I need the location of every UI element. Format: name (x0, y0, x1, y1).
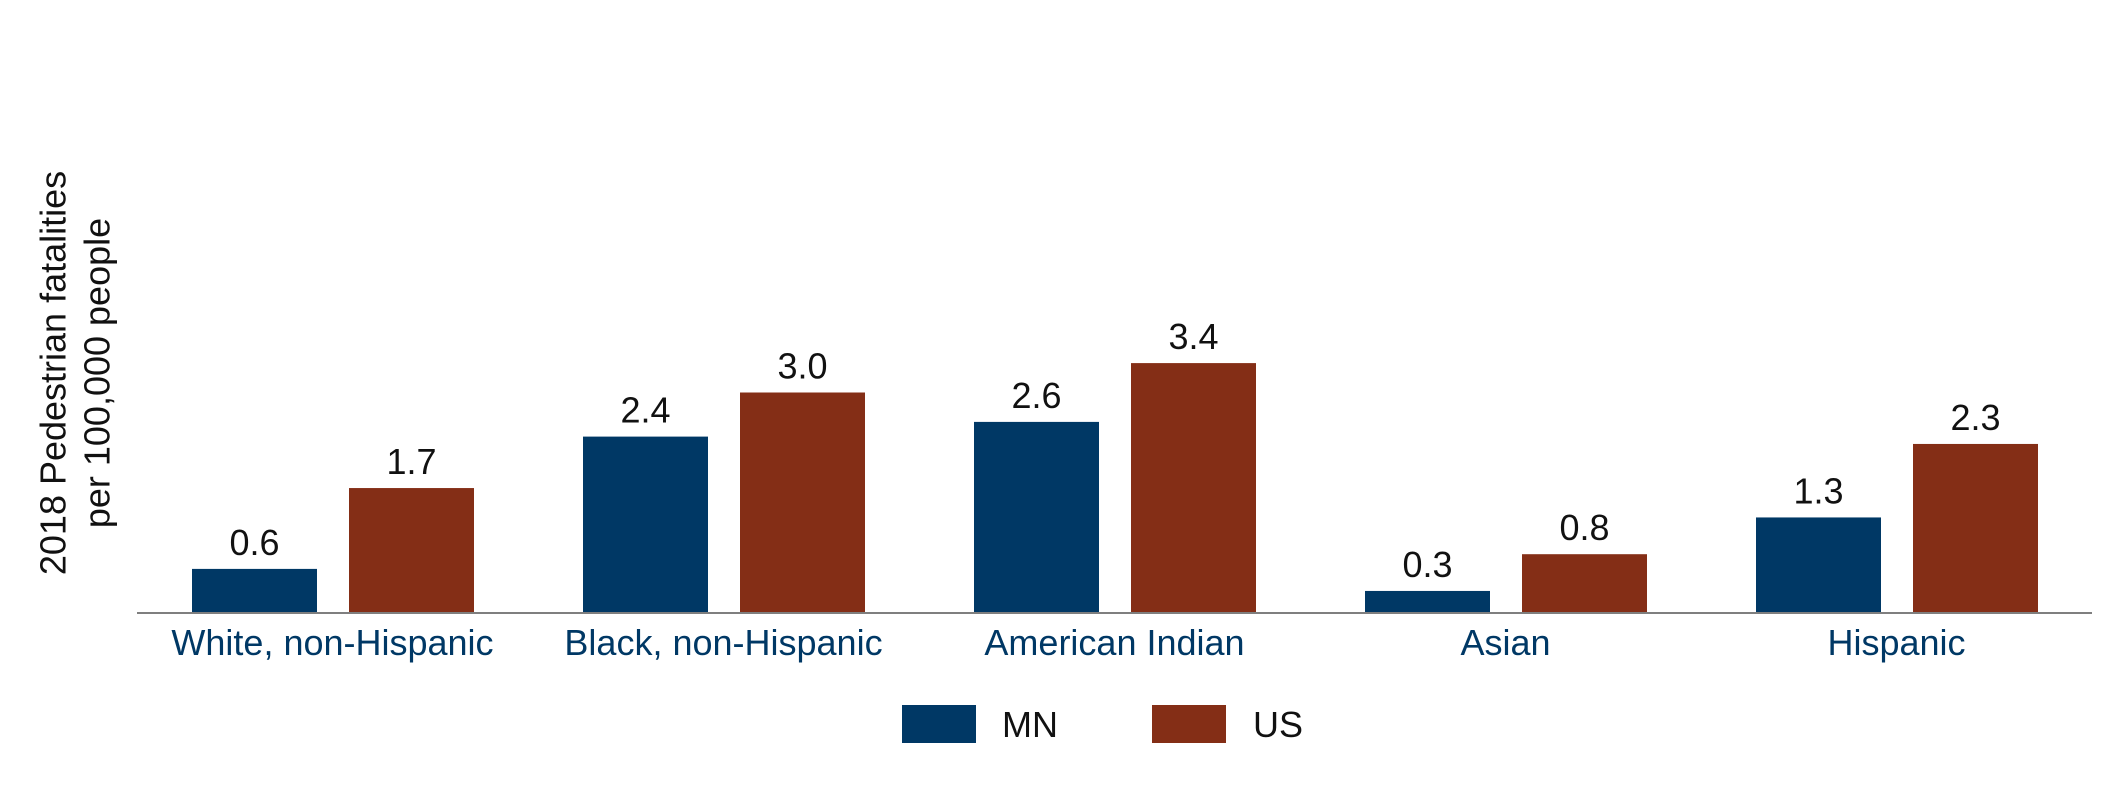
bar-mn-4 (1365, 590, 1490, 613)
bar-us-4 (1522, 554, 1647, 613)
bar-value-label-us-2: 3.0 (777, 346, 827, 387)
bar-us-1 (349, 488, 474, 613)
legend-label-us: US (1253, 704, 1303, 745)
bar-value-label-us-1: 1.7 (386, 441, 436, 482)
bar-us-3 (1131, 363, 1256, 613)
bar-value-label-mn-3: 2.6 (1011, 375, 1061, 416)
bar-value-label-us-5: 2.3 (1950, 397, 2000, 438)
bar-mn-5 (1756, 517, 1881, 613)
y-axis-title: 2018 Pedestrian fatalities per 100,000 pe… (33, 171, 118, 575)
category-label-4: Asian (1460, 622, 1550, 663)
bar-value-label-mn-1: 0.6 (229, 522, 279, 563)
bar-mn-2 (583, 436, 708, 613)
bar-value-label-mn-2: 2.4 (620, 390, 670, 431)
bars (192, 363, 2038, 613)
category-label-2: Black, non-Hispanic (564, 622, 882, 663)
bar-value-label-us-4: 0.8 (1559, 507, 1609, 548)
y-axis-title-line-1: 2018 Pedestrian fatalities (33, 171, 74, 575)
legend-swatch-mn (902, 705, 976, 743)
category-label-5: Hispanic (1827, 622, 1965, 663)
bar-value-label-mn-5: 1.3 (1793, 470, 1843, 511)
bar-mn-1 (192, 568, 317, 613)
category-label-3: American Indian (984, 622, 1244, 663)
category-labels: White, non-Hispanic Black, non-Hispanic Am… (171, 622, 1965, 663)
bar-value-label-mn-4: 0.3 (1402, 544, 1452, 585)
bar-us-2 (740, 392, 865, 613)
bar-value-label-us-3: 3.4 (1168, 316, 1218, 357)
bar-value-labels: 0.6 1.7 2.4 3.0 2.6 3.4 0.3 0.8 1.3 2.3 (229, 316, 2000, 585)
bar-us-5 (1913, 443, 2038, 613)
category-label-1: White, non-Hispanic (171, 622, 493, 663)
legend: MN US (902, 704, 1303, 745)
legend-label-mn: MN (1002, 704, 1058, 745)
bar-mn-3 (974, 421, 1099, 613)
y-axis-title-line-2: per 100,000 people (77, 218, 118, 528)
legend-swatch-us (1152, 705, 1226, 743)
